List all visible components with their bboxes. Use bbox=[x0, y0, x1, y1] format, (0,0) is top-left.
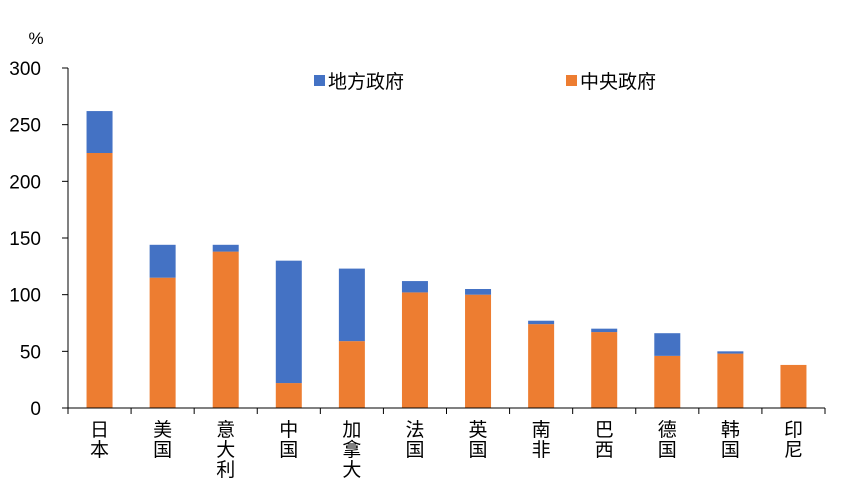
bar-local-7 bbox=[528, 320, 555, 325]
bar-central-11 bbox=[780, 364, 807, 408]
bar-central-7 bbox=[528, 324, 555, 408]
bar-central-1 bbox=[149, 277, 176, 408]
bar-local-6 bbox=[465, 289, 492, 295]
bar-central-10 bbox=[717, 353, 744, 408]
x-tick-label: 韩国 bbox=[721, 419, 740, 461]
x-tick-label: 意大利 bbox=[216, 419, 235, 481]
bar-local-9 bbox=[654, 333, 681, 356]
bar-central-2 bbox=[212, 251, 239, 408]
x-tick-label: 法国 bbox=[405, 419, 424, 461]
bar-central-9 bbox=[654, 355, 681, 408]
bar-central-3 bbox=[275, 383, 302, 408]
x-tick-label: 中国 bbox=[279, 419, 298, 461]
y-tick-label: 50 bbox=[20, 342, 41, 363]
legend-swatch-central bbox=[566, 75, 577, 86]
bar-local-1 bbox=[149, 244, 176, 278]
legend-label-local: 地方政府 bbox=[328, 71, 404, 93]
legend-swatch-local bbox=[314, 75, 325, 86]
x-tick-label: 日本 bbox=[90, 419, 109, 461]
legend-label-central: 中央政府 bbox=[580, 71, 656, 93]
bar-local-3 bbox=[275, 260, 302, 384]
bar-central-0 bbox=[86, 153, 113, 408]
y-axis-unit-label: % bbox=[28, 29, 43, 48]
bar-local-8 bbox=[591, 328, 618, 333]
x-tick-label: 印尼 bbox=[784, 419, 803, 461]
bar-central-6 bbox=[465, 294, 492, 408]
y-tick-label: 200 bbox=[9, 172, 41, 193]
bar-central-4 bbox=[338, 341, 365, 408]
bar-central-5 bbox=[401, 292, 428, 408]
y-tick-label: 300 bbox=[9, 59, 41, 80]
x-tick-label: 德国 bbox=[658, 419, 677, 461]
y-tick-label: 0 bbox=[30, 399, 41, 420]
bar-local-10 bbox=[717, 351, 744, 354]
x-tick-label: 加拿大 bbox=[342, 419, 361, 481]
bar-local-2 bbox=[212, 244, 239, 252]
y-tick-label: 100 bbox=[9, 286, 41, 307]
bar-local-0 bbox=[86, 111, 113, 153]
x-tick-label: 英国 bbox=[469, 419, 488, 461]
x-tick-label: 巴西 bbox=[595, 419, 614, 461]
bar-local-5 bbox=[401, 281, 428, 293]
x-tick-label: 美国 bbox=[153, 419, 172, 461]
y-tick-label: 150 bbox=[9, 229, 41, 250]
x-tick-label: 南非 bbox=[532, 419, 551, 461]
bar-local-4 bbox=[338, 268, 365, 342]
bar-central-8 bbox=[591, 332, 618, 408]
y-tick-label: 250 bbox=[9, 116, 41, 137]
